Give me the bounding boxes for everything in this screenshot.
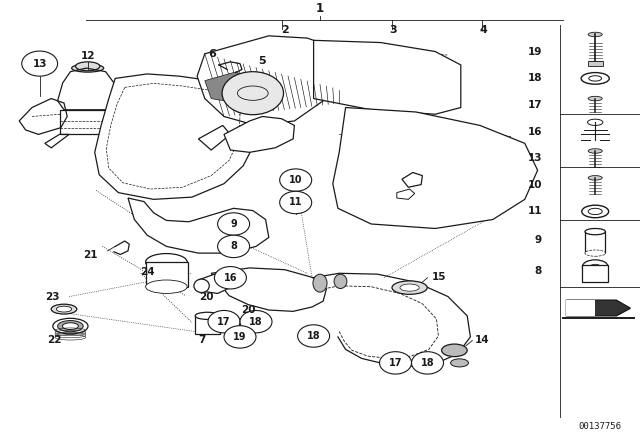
Circle shape	[218, 235, 250, 258]
Ellipse shape	[451, 359, 468, 367]
Ellipse shape	[194, 279, 209, 293]
Ellipse shape	[392, 281, 428, 294]
Circle shape	[222, 72, 284, 115]
Circle shape	[280, 169, 312, 191]
Bar	[195, 316, 220, 334]
Ellipse shape	[56, 306, 72, 312]
Text: 00137756: 00137756	[578, 422, 621, 431]
Circle shape	[208, 310, 240, 333]
Bar	[588, 61, 603, 66]
Ellipse shape	[334, 274, 347, 289]
Ellipse shape	[588, 176, 602, 180]
Ellipse shape	[76, 62, 100, 71]
Ellipse shape	[237, 86, 268, 100]
Ellipse shape	[582, 260, 608, 273]
Text: 9: 9	[535, 235, 542, 245]
Text: 4: 4	[479, 26, 487, 35]
Circle shape	[412, 352, 444, 374]
Text: 18: 18	[527, 73, 542, 83]
Ellipse shape	[63, 323, 79, 330]
Ellipse shape	[588, 149, 602, 153]
Circle shape	[380, 352, 412, 374]
Bar	[146, 262, 188, 287]
Ellipse shape	[589, 76, 602, 81]
Ellipse shape	[313, 274, 327, 292]
Ellipse shape	[53, 318, 88, 334]
Bar	[582, 265, 608, 282]
Text: 10: 10	[289, 175, 303, 185]
Polygon shape	[205, 72, 256, 103]
Polygon shape	[197, 36, 346, 125]
Ellipse shape	[581, 73, 609, 84]
Text: 1: 1	[316, 2, 324, 16]
Ellipse shape	[72, 64, 104, 72]
Text: 18: 18	[249, 317, 263, 327]
Text: 12: 12	[81, 51, 95, 61]
Bar	[585, 232, 605, 253]
Text: 14: 14	[475, 335, 490, 345]
Text: 9: 9	[230, 219, 237, 229]
Ellipse shape	[585, 250, 605, 256]
Text: 22: 22	[47, 336, 61, 345]
Text: 23: 23	[45, 292, 60, 302]
Polygon shape	[95, 74, 256, 199]
Ellipse shape	[195, 312, 220, 319]
Text: 21: 21	[83, 250, 97, 260]
Text: 8: 8	[535, 266, 542, 276]
Circle shape	[280, 191, 312, 214]
Circle shape	[298, 325, 330, 347]
Text: 17: 17	[388, 358, 403, 368]
Text: 24: 24	[140, 267, 154, 277]
Text: 16: 16	[223, 273, 237, 283]
Polygon shape	[211, 268, 326, 311]
Text: 3: 3	[390, 26, 397, 35]
Ellipse shape	[146, 254, 188, 271]
Ellipse shape	[51, 304, 77, 314]
Ellipse shape	[582, 205, 609, 218]
Text: 17: 17	[527, 100, 542, 110]
Text: 13: 13	[33, 59, 47, 69]
Ellipse shape	[588, 208, 602, 215]
Text: 7: 7	[198, 336, 205, 345]
Text: 19: 19	[528, 47, 542, 56]
Ellipse shape	[588, 96, 602, 101]
Text: 18: 18	[307, 331, 321, 341]
Polygon shape	[128, 198, 269, 253]
Circle shape	[214, 267, 246, 289]
Ellipse shape	[442, 344, 467, 357]
Polygon shape	[566, 300, 595, 316]
Polygon shape	[566, 300, 630, 316]
Ellipse shape	[146, 280, 188, 293]
Text: 6: 6	[209, 49, 216, 59]
Circle shape	[240, 310, 272, 333]
Ellipse shape	[58, 321, 83, 332]
Ellipse shape	[400, 284, 419, 291]
Ellipse shape	[590, 264, 600, 269]
Ellipse shape	[588, 32, 602, 37]
Polygon shape	[224, 116, 294, 152]
Text: 2: 2	[281, 26, 289, 35]
Polygon shape	[314, 40, 461, 114]
Circle shape	[218, 213, 250, 235]
Text: 15: 15	[432, 272, 447, 282]
Text: 5: 5	[259, 56, 266, 66]
Text: 8: 8	[230, 241, 237, 251]
Polygon shape	[198, 274, 230, 293]
Text: 11: 11	[527, 207, 542, 216]
Text: 20: 20	[241, 305, 255, 315]
Text: 11: 11	[289, 198, 303, 207]
Circle shape	[224, 326, 256, 348]
Text: 17: 17	[217, 317, 231, 327]
Text: 20: 20	[199, 292, 213, 302]
Circle shape	[22, 51, 58, 76]
Text: 13: 13	[527, 153, 542, 163]
Text: 18: 18	[420, 358, 435, 368]
Polygon shape	[333, 108, 538, 228]
Text: 19: 19	[233, 332, 247, 342]
Ellipse shape	[585, 228, 605, 235]
Text: 16: 16	[527, 127, 542, 137]
Text: 10: 10	[527, 180, 542, 190]
